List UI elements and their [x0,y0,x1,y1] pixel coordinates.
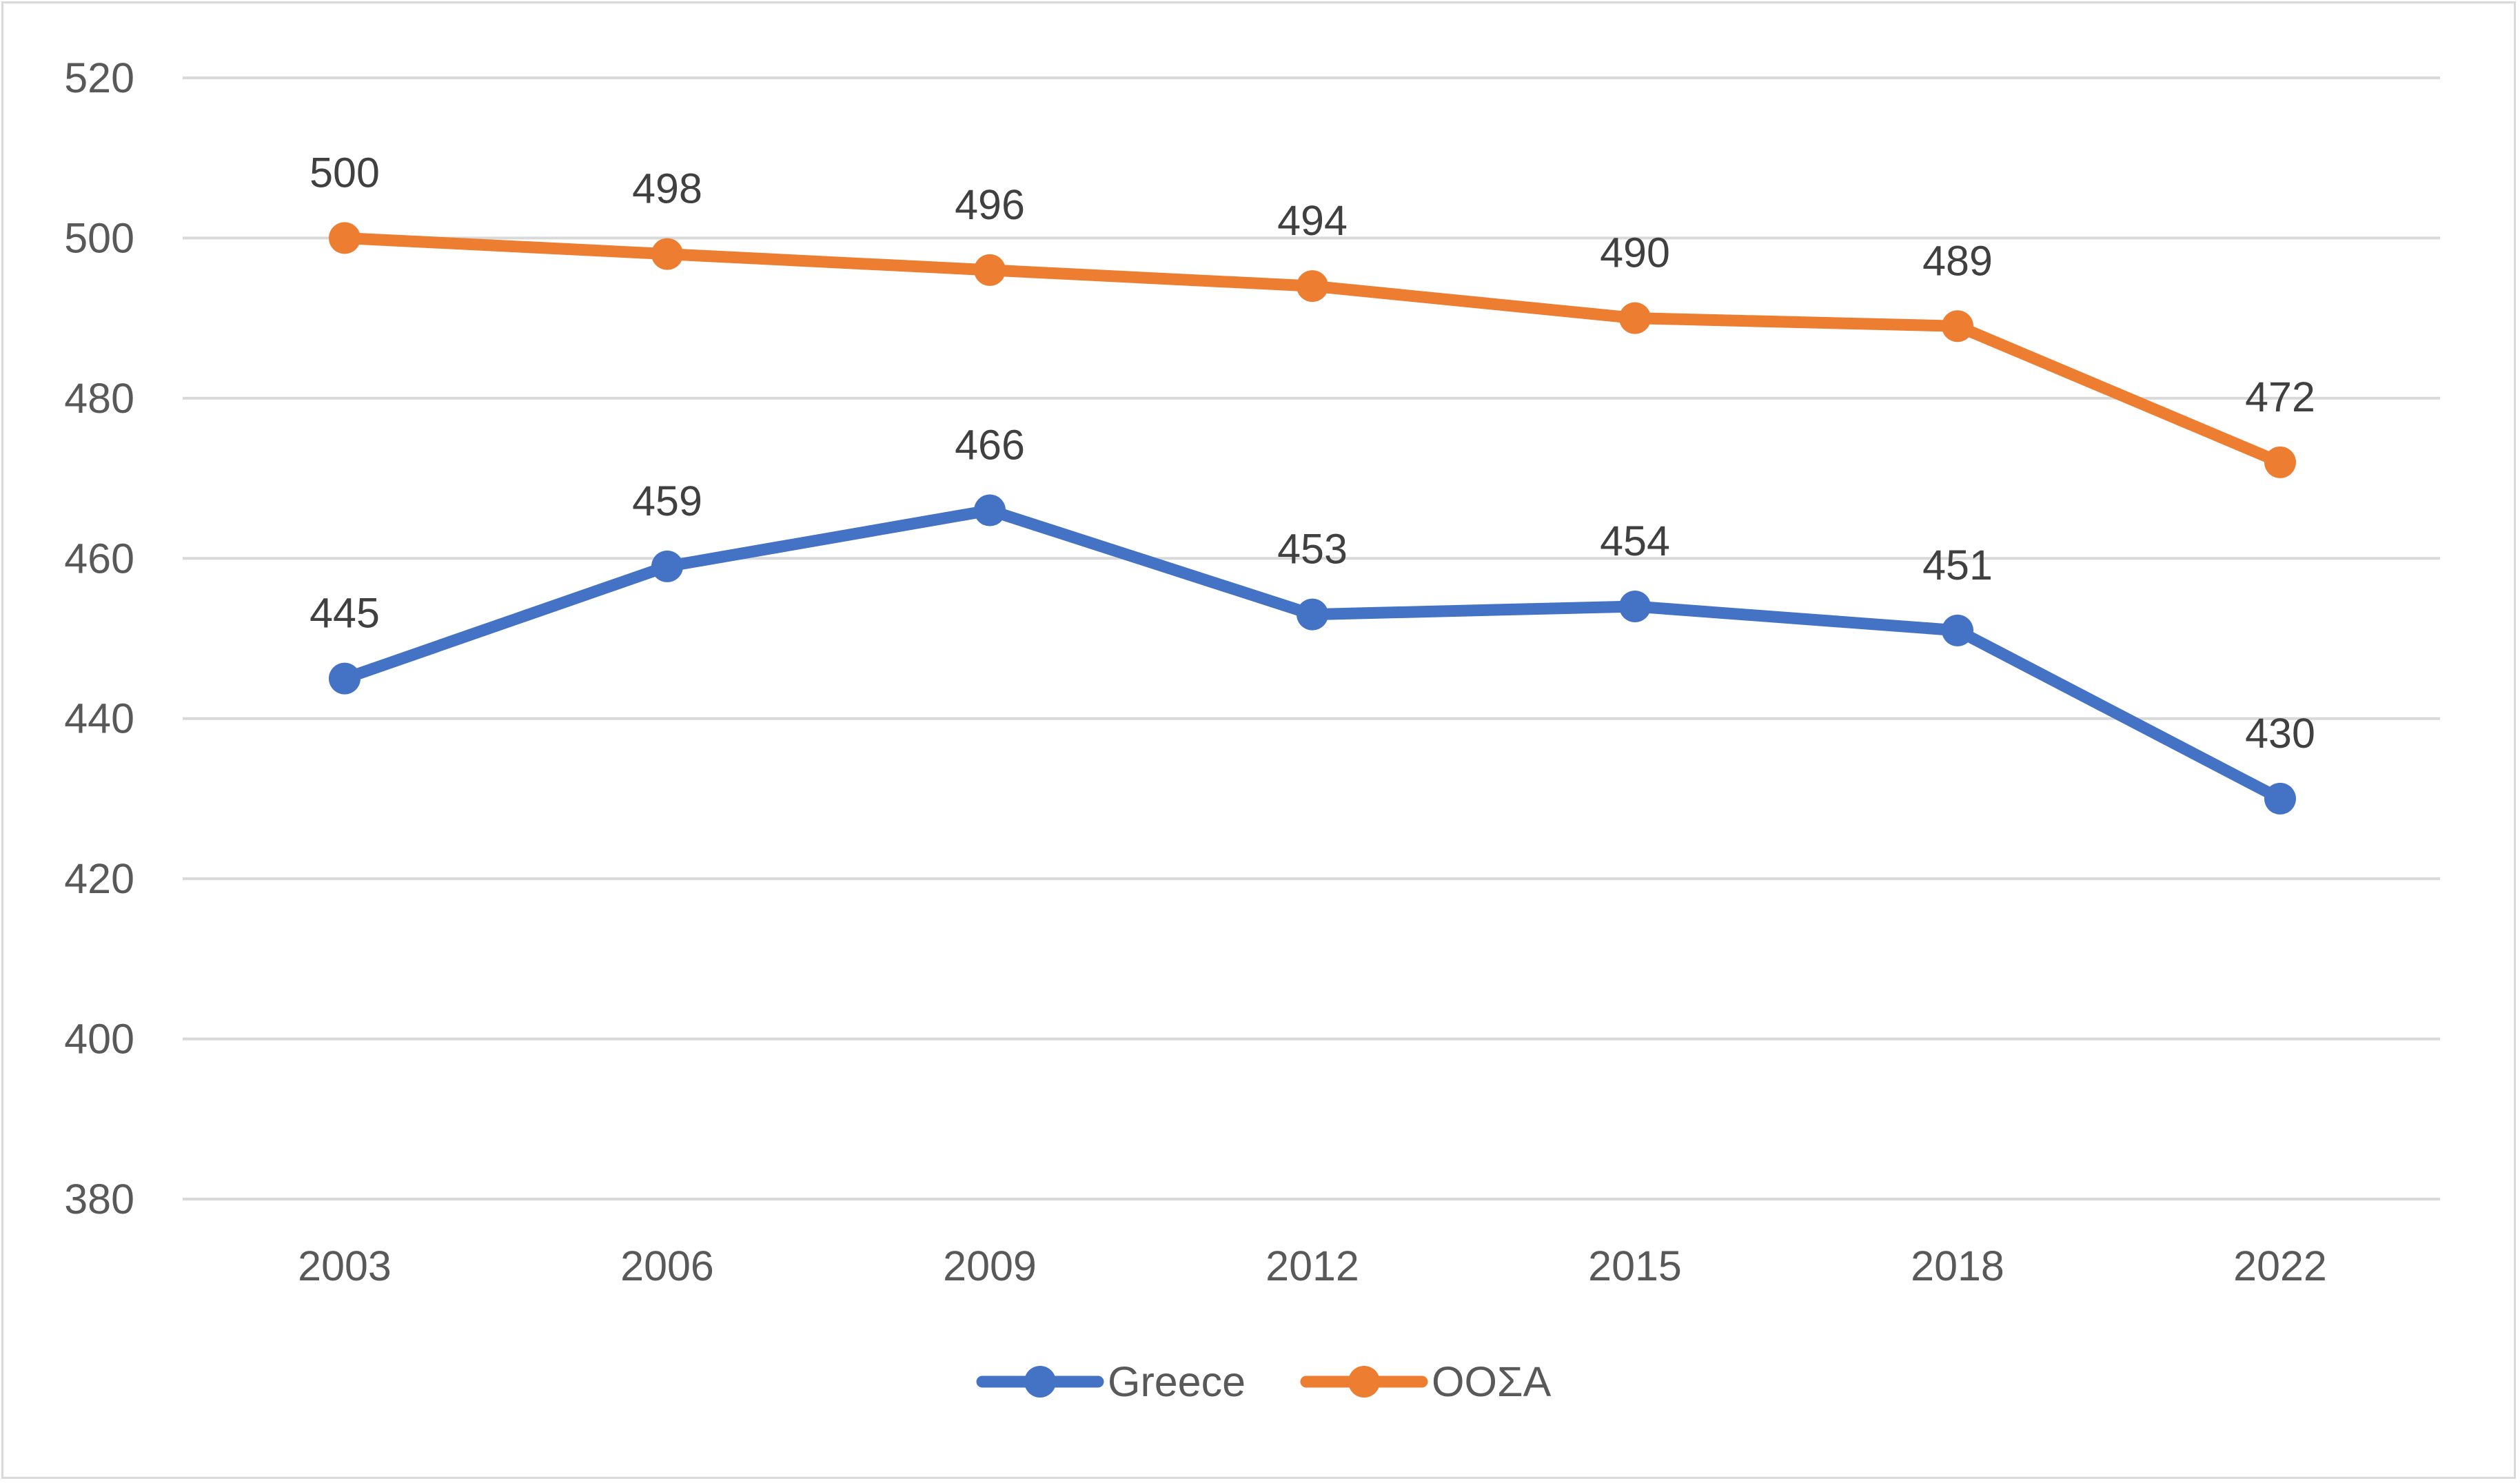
series-0-data-label-2018: 451 [1922,542,1993,589]
series-0-point-2015 [1619,591,1651,623]
gridlines [183,76,2440,1200]
series-1-data-label-2006: 498 [632,165,702,212]
x-tick-label-2009: 2009 [943,1242,1037,1289]
series-0-point-2006 [651,550,683,582]
series-1-point-2018 [1942,310,1973,342]
y-tick-label-420: 420 [64,855,134,902]
legend-label: ΟΟΣΑ [1432,1358,1552,1405]
x-tick-label-2015: 2015 [1588,1242,1682,1289]
x-tick-label-2012: 2012 [1266,1242,1359,1289]
series-layer [329,222,2296,815]
series-0-point-2003 [329,662,360,695]
x-tick-label-2006: 2006 [620,1242,714,1289]
series-1-point-2022 [2264,446,2296,478]
series-0-data-label-2012: 453 [1277,526,1348,573]
series-1-data-label-2015: 490 [1600,229,1670,276]
series-1-data-label-2012: 494 [1277,197,1348,244]
x-axis: 2003 2006 2009 2012 2015 2018 2022 [298,1242,2327,1289]
y-tick-label-520: 520 [64,54,134,101]
series-0-point-2012 [1297,598,1328,631]
series-1-point-2003 [329,222,360,254]
series-1-point-2009 [974,254,1006,286]
legend-entry-1[interactable]: ΟΟΣΑ [1300,1358,1552,1405]
series-0-point-2018 [1942,614,1973,646]
series-0-data-label-2015: 454 [1600,518,1670,564]
x-tick-label-2003: 2003 [298,1242,392,1289]
series-1-data-label-2009: 496 [955,181,1025,228]
y-tick-label-500: 500 [64,214,134,261]
x-tick-label-2018: 2018 [1911,1242,2004,1289]
y-axis: 380 400 420 440 460 480 500 520 [64,54,134,1223]
x-tick-label-2022: 2022 [2233,1242,2327,1289]
y-tick-label-400: 400 [64,1016,134,1063]
series-0-data-label-2022: 430 [2245,710,2315,757]
legend[interactable]: Greece ΟΟΣΑ [976,1358,1552,1405]
series-0-data-label-2006: 459 [632,478,702,524]
series-1-point-2006 [651,238,683,270]
legend-entry-0[interactable]: Greece [976,1358,1246,1405]
series-0-point-2022 [2264,782,2296,815]
series-1-data-label-2018: 489 [1922,237,1993,284]
legend-swatch-marker [1348,1366,1380,1398]
series-1-point-2012 [1297,270,1328,303]
series-0-data-label-2009: 466 [955,422,1025,469]
series-1-point-2015 [1619,302,1651,334]
series-1-data-label-2022: 472 [2245,374,2315,420]
y-tick-label-480: 480 [64,375,134,422]
series-0-point-2009 [974,494,1006,526]
y-tick-label-460: 460 [64,535,134,582]
series-0-data-label-2003: 445 [309,590,380,637]
series-1-data-label-2003: 500 [309,149,380,196]
y-tick-label-380: 380 [64,1176,134,1223]
legend-label: Greece [1108,1358,1246,1405]
legend-swatch-marker [1024,1366,1056,1398]
y-tick-label-440: 440 [64,695,134,742]
data-labels: 445 459 466 453 454 451 430 500 498 496 494 490 489 4… [309,149,2315,757]
